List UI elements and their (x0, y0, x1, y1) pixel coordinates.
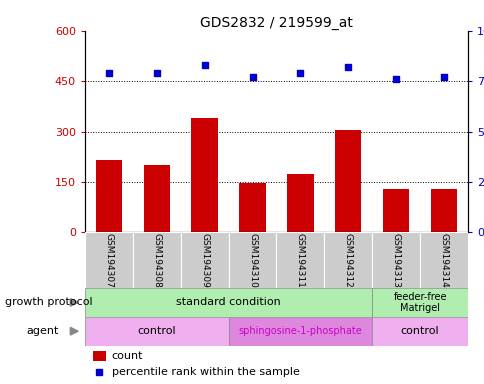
Bar (372, 317, 467, 346)
Bar (191, 118, 217, 232)
Bar (85, 288, 372, 317)
Bar (133, 232, 180, 288)
Bar (95, 160, 122, 232)
Bar (276, 232, 324, 288)
Text: growth protocol: growth protocol (5, 297, 92, 308)
Bar (372, 288, 467, 317)
Text: sphingosine-1-phosphate: sphingosine-1-phosphate (238, 326, 362, 336)
Text: GSM194309: GSM194309 (200, 233, 209, 288)
Bar (228, 232, 276, 288)
Point (248, 74, 256, 80)
Text: GSM194310: GSM194310 (247, 233, 257, 288)
Bar (287, 174, 313, 232)
Text: control: control (400, 326, 439, 336)
Point (105, 70, 112, 76)
Bar (430, 189, 456, 232)
Point (392, 76, 399, 82)
Bar (324, 232, 372, 288)
Text: percentile rank within the sample: percentile rank within the sample (111, 367, 299, 377)
Bar (239, 183, 265, 232)
Bar (372, 232, 419, 288)
Text: GSM194314: GSM194314 (439, 233, 448, 288)
Bar (85, 317, 228, 346)
Text: control: control (137, 326, 176, 336)
Point (439, 74, 447, 80)
Point (296, 70, 303, 76)
Text: agent: agent (27, 326, 59, 336)
Point (200, 62, 208, 68)
Bar (382, 189, 408, 232)
Text: GSM194311: GSM194311 (295, 233, 304, 288)
Point (152, 70, 160, 76)
Bar (85, 232, 133, 288)
Title: GDS2832 / 219599_at: GDS2832 / 219599_at (199, 16, 352, 30)
Text: standard condition: standard condition (176, 297, 280, 308)
Bar (334, 130, 361, 232)
Text: count: count (111, 351, 143, 361)
Text: GSM194308: GSM194308 (152, 233, 161, 288)
Point (344, 64, 351, 70)
Text: feeder-free
Matrigel: feeder-free Matrigel (393, 291, 446, 313)
Text: GSM194312: GSM194312 (343, 233, 352, 288)
Bar (228, 317, 372, 346)
Bar (92, 351, 106, 361)
Bar (419, 232, 467, 288)
Bar (143, 165, 169, 232)
Text: GSM194307: GSM194307 (104, 233, 113, 288)
Text: GSM194313: GSM194313 (391, 233, 400, 288)
Point (95, 369, 103, 375)
Bar (180, 232, 228, 288)
